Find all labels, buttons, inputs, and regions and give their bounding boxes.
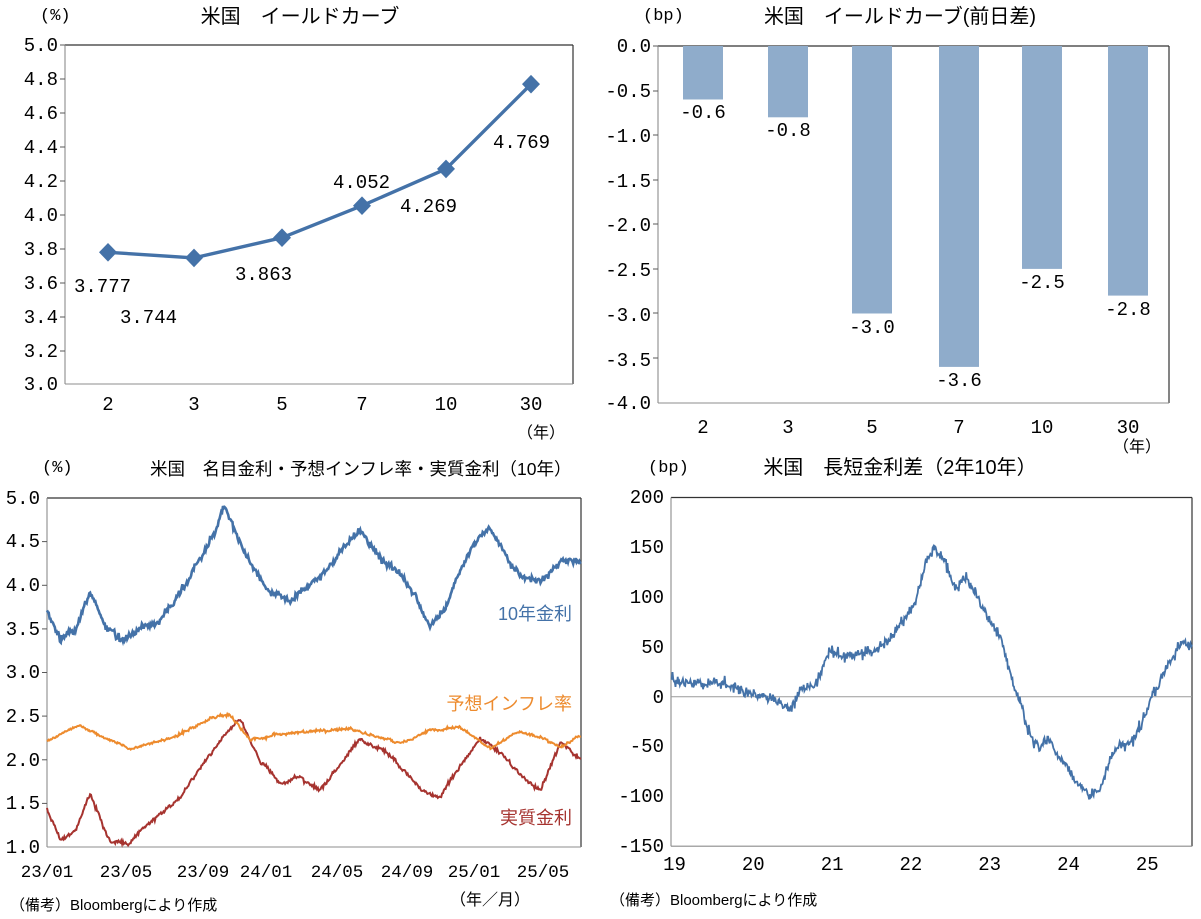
svg-text:7: 7: [356, 394, 367, 416]
svg-text:米国 イールドカーブ: 米国 イールドカーブ: [201, 4, 400, 28]
svg-text:実質金利: 実質金利: [500, 808, 572, 828]
svg-text:2.5: 2.5: [6, 706, 40, 728]
svg-text:4.6: 4.6: [24, 103, 58, 125]
svg-text:3.6: 3.6: [24, 273, 58, 295]
svg-text:3.777: 3.777: [74, 276, 131, 298]
svg-text:25/05: 25/05: [517, 863, 570, 883]
svg-text:-1.5: -1.5: [605, 171, 651, 193]
svg-text:-1.0: -1.0: [605, 126, 651, 148]
svg-text:-0.8: -0.8: [765, 120, 811, 142]
svg-text:24/05: 24/05: [311, 863, 364, 883]
svg-text:(%): (%): [42, 459, 73, 478]
svg-text:-3.0: -3.0: [605, 305, 651, 327]
svg-text:3.744: 3.744: [120, 307, 177, 329]
svg-text:30: 30: [520, 394, 543, 416]
svg-text:25: 25: [1136, 854, 1159, 876]
svg-text:4.8: 4.8: [24, 69, 58, 91]
svg-text:3.863: 3.863: [235, 264, 292, 286]
svg-text:3.4: 3.4: [24, 307, 58, 329]
svg-text:-2.5: -2.5: [1019, 272, 1065, 294]
svg-text:-4.0: -4.0: [605, 393, 651, 415]
svg-text:2: 2: [697, 417, 708, 439]
svg-text:-3.0: -3.0: [849, 317, 895, 339]
svg-text:4.052: 4.052: [333, 172, 390, 194]
svg-text:2.0: 2.0: [6, 750, 40, 772]
svg-text:3: 3: [782, 417, 793, 439]
svg-text:3: 3: [188, 394, 199, 416]
svg-text:3.2: 3.2: [24, 341, 58, 363]
svg-text:-50: -50: [630, 736, 664, 758]
svg-text:0: 0: [653, 687, 664, 709]
svg-text:3.0: 3.0: [24, 374, 58, 396]
svg-text:24: 24: [1057, 854, 1080, 876]
svg-text:-3.6: -3.6: [936, 370, 982, 392]
svg-text:200: 200: [630, 487, 664, 509]
svg-text:予想インフレ率: 予想インフレ率: [447, 694, 572, 714]
svg-text:23/09: 23/09: [177, 863, 230, 883]
svg-text:4.4: 4.4: [24, 137, 58, 159]
svg-text:23/01: 23/01: [21, 863, 74, 883]
svg-text:20: 20: [742, 854, 765, 876]
svg-text:30: 30: [1117, 417, 1140, 439]
svg-text:5: 5: [276, 394, 287, 416]
svg-text:100: 100: [630, 587, 664, 609]
svg-text:4.269: 4.269: [400, 196, 457, 218]
svg-text:21: 21: [821, 854, 844, 876]
svg-text:1.0: 1.0: [6, 837, 40, 859]
svg-text:5.0: 5.0: [6, 488, 40, 510]
svg-text:7: 7: [953, 417, 964, 439]
svg-text:10年金利: 10年金利: [498, 604, 572, 624]
svg-text:（備考）Bloombergにより作成: （備考）Bloombergにより作成: [10, 897, 217, 914]
svg-text:(bp): (bp): [648, 459, 689, 478]
svg-text:150: 150: [630, 537, 664, 559]
svg-text:-2.5: -2.5: [605, 260, 651, 282]
svg-text:-0.6: -0.6: [680, 102, 726, 124]
svg-text:4.5: 4.5: [6, 531, 40, 553]
svg-text:3.0: 3.0: [6, 662, 40, 684]
svg-text:-100: -100: [618, 786, 664, 808]
svg-text:米国 長短金利差（2年10年）: 米国 長短金利差（2年10年）: [763, 456, 1036, 479]
svg-text:23/05: 23/05: [100, 863, 153, 883]
svg-text:米国 名目金利・予想インフレ率・実質金利（10年）: 米国 名目金利・予想インフレ率・実質金利（10年）: [150, 459, 571, 479]
svg-text:(%): (%): [40, 7, 71, 26]
svg-text:3.8: 3.8: [24, 239, 58, 261]
svg-text:-0.5: -0.5: [605, 81, 651, 103]
svg-text:10: 10: [435, 394, 458, 416]
svg-text:(bp): (bp): [643, 7, 684, 26]
svg-text:-150: -150: [618, 836, 664, 858]
svg-text:（年）: （年）: [1113, 438, 1161, 455]
svg-text:（年／月）: （年／月）: [450, 891, 530, 909]
svg-text:4.2: 4.2: [24, 171, 58, 193]
svg-text:米国 イールドカーブ(前日差): 米国 イールドカーブ(前日差): [764, 4, 1036, 28]
svg-text:-2.8: -2.8: [1105, 299, 1151, 321]
svg-text:3.5: 3.5: [6, 619, 40, 641]
svg-text:50: 50: [641, 637, 664, 659]
svg-text:2: 2: [102, 394, 113, 416]
svg-text:5: 5: [866, 417, 877, 439]
svg-text:1.5: 1.5: [6, 793, 40, 815]
svg-text:4.0: 4.0: [6, 575, 40, 597]
svg-text:（年）: （年）: [517, 424, 565, 442]
svg-text:24/09: 24/09: [381, 863, 434, 883]
svg-text:（備考）Bloombergにより作成: （備考）Bloombergにより作成: [610, 892, 817, 909]
svg-text:4.769: 4.769: [493, 132, 550, 154]
svg-text:19: 19: [663, 854, 686, 876]
svg-text:-2.0: -2.0: [605, 215, 651, 237]
svg-text:-3.5: -3.5: [605, 350, 651, 372]
svg-text:24/01: 24/01: [240, 863, 293, 883]
svg-text:0.0: 0.0: [617, 36, 651, 58]
svg-text:4.0: 4.0: [24, 205, 58, 227]
svg-text:22: 22: [899, 854, 922, 876]
svg-text:25/01: 25/01: [448, 863, 501, 883]
svg-text:10: 10: [1031, 417, 1054, 439]
svg-text:23: 23: [978, 854, 1001, 876]
svg-text:5.0: 5.0: [24, 35, 58, 57]
